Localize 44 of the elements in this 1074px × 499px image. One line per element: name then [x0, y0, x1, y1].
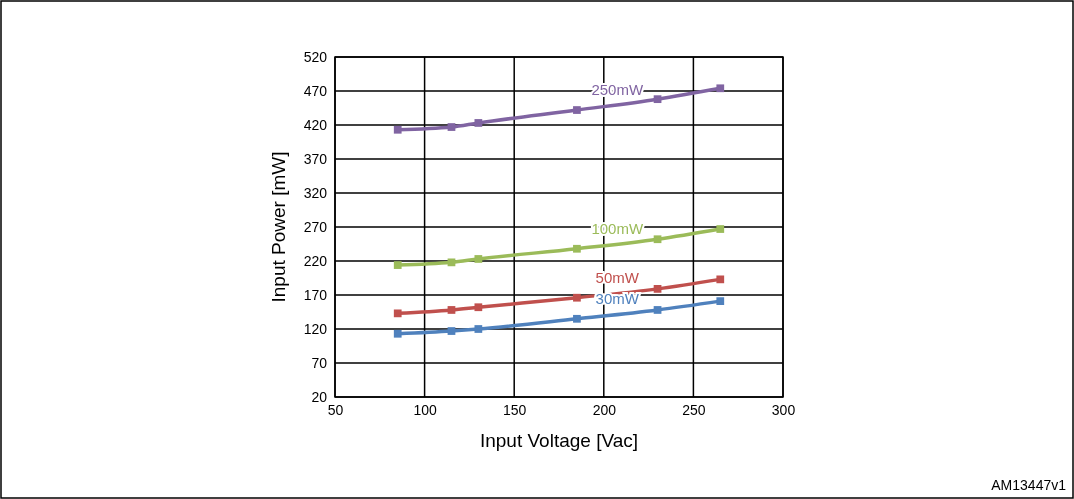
point [573, 314, 581, 323]
point [474, 325, 483, 333]
y-tick-label: 20 [311, 388, 328, 405]
point [716, 225, 725, 233]
point [653, 285, 662, 293]
point [393, 261, 402, 269]
point [474, 255, 483, 263]
x-tick-label: 200 [592, 401, 617, 418]
point [447, 327, 456, 335]
point [573, 244, 581, 253]
x-tick-label: 150 [503, 401, 527, 418]
point [393, 309, 402, 318]
x-tick-label: 100 [413, 401, 437, 418]
y-tick-label: 520 [303, 48, 328, 65]
y-tick-label: 470 [303, 82, 328, 99]
y-tick-label: 270 [303, 218, 328, 235]
point [716, 275, 725, 284]
y-tick-label: 70 [311, 354, 328, 371]
point [716, 84, 725, 93]
point [447, 306, 456, 314]
point [716, 297, 725, 305]
point [447, 258, 456, 267]
point [393, 329, 402, 338]
y-tick-label: 170 [303, 286, 328, 303]
point [447, 123, 456, 131]
point [573, 293, 581, 302]
x-tick-label: 50 [327, 401, 344, 418]
point [393, 125, 402, 134]
y-tick-label: 120 [303, 320, 328, 337]
y-tick-label: 420 [303, 116, 328, 133]
x-tick-label: 300 [771, 401, 796, 418]
point [474, 119, 483, 127]
x-tick-label: 250 [682, 401, 706, 418]
y-tick-label: 320 [303, 184, 328, 201]
point [573, 106, 581, 114]
point [653, 95, 662, 104]
y-tick-label: 370 [303, 150, 328, 167]
text: AM13447v1 [991, 477, 1067, 493]
point [474, 303, 483, 312]
point [653, 235, 662, 244]
y-tick-label: 220 [303, 252, 328, 269]
point [653, 306, 662, 314]
x-axis-title: Input Voltage [Vac] [479, 430, 639, 451]
y-axis-title: Input Power [mW] [268, 151, 289, 303]
